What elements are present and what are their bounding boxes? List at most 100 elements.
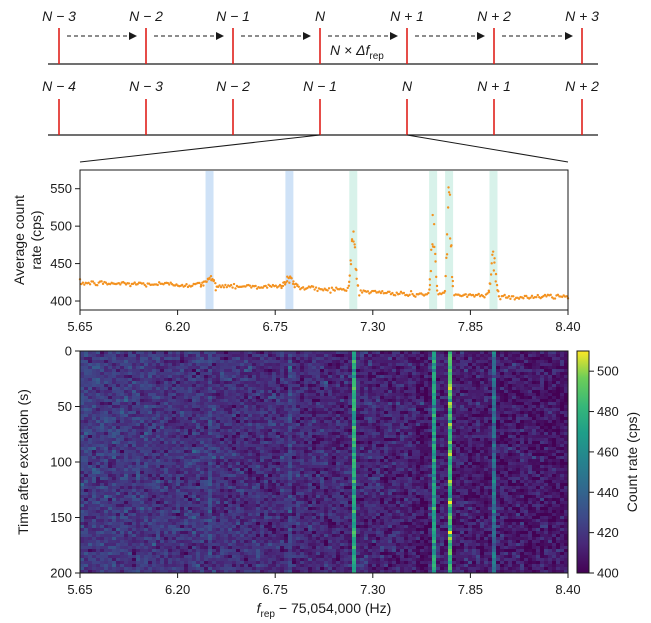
heatmap-cell xyxy=(200,453,205,457)
heatmap-cell xyxy=(196,444,201,448)
heatmap-cell xyxy=(80,420,85,424)
heatmap-cell xyxy=(556,387,561,391)
heatmap-cell xyxy=(196,420,201,424)
heatmap-cell xyxy=(204,399,209,403)
heatmap-cell xyxy=(96,390,101,394)
heatmap-cell xyxy=(404,387,409,391)
heatmap-cell xyxy=(440,417,445,421)
heatmap-cell xyxy=(168,423,173,427)
heatmap-cell xyxy=(404,354,409,358)
heatmap-cell xyxy=(548,426,553,430)
heatmap-cell xyxy=(192,402,197,406)
heatmap-cell xyxy=(384,360,389,364)
heatmap-cell xyxy=(192,366,197,370)
heatmap-cell xyxy=(168,411,173,415)
heatmap-cell xyxy=(560,396,565,400)
heatmap-cell xyxy=(396,456,401,460)
heatmap-cell xyxy=(304,429,309,433)
heatmap-cell xyxy=(396,447,401,451)
heatmap-cell xyxy=(460,381,465,385)
heatmap-cell xyxy=(488,360,493,364)
heatmap-cell xyxy=(356,393,361,397)
heatmap-cell xyxy=(316,402,321,406)
heatmap-cell xyxy=(512,381,517,385)
heatmap-cell xyxy=(496,378,501,382)
heatmap-cell xyxy=(228,447,233,451)
heatmap-cell xyxy=(80,351,85,355)
heatmap-cell xyxy=(212,384,217,388)
heatmap-cell xyxy=(408,456,413,460)
heatmap-cell xyxy=(500,363,505,367)
heatmap-cell xyxy=(168,372,173,376)
heatmap-cell xyxy=(296,393,301,397)
heatmap-cell xyxy=(480,402,485,406)
heatmap-cell xyxy=(304,408,309,412)
heatmap-cell xyxy=(172,420,177,424)
heatmap-cell xyxy=(440,429,445,433)
heatmap-cell xyxy=(316,351,321,355)
heatmap-cell xyxy=(548,459,553,463)
scatter-point xyxy=(428,283,432,287)
heatmap-cell xyxy=(544,393,549,397)
heatmap-cell xyxy=(192,381,197,385)
heatmap-cell xyxy=(212,354,217,358)
heatmap-cell xyxy=(136,441,141,445)
heatmap-cell xyxy=(548,417,553,421)
heatmap-cell xyxy=(356,363,361,367)
heatmap-cell xyxy=(128,453,133,457)
heatmap-cell xyxy=(256,450,261,454)
heatmap-cell xyxy=(88,459,93,463)
heatmap-cell xyxy=(364,438,369,442)
heatmap-cell xyxy=(84,360,89,364)
heatmap-cell xyxy=(280,384,285,388)
heatmap-cell xyxy=(212,351,217,355)
heatmap-cell xyxy=(148,363,153,367)
heatmap-cell xyxy=(372,450,377,454)
comb-shift-label: N × Δfrep xyxy=(330,42,384,62)
heatmap-cell xyxy=(92,354,97,358)
heatmap-cell xyxy=(424,426,429,430)
heatmap-cell xyxy=(208,372,213,376)
heatmap-cell xyxy=(352,396,357,400)
heatmap-cell xyxy=(536,354,541,358)
heatmap-cell xyxy=(540,453,545,457)
heatmap-cell xyxy=(360,432,365,436)
heatmap-cell xyxy=(172,417,177,421)
heatmap-cell xyxy=(180,387,185,391)
heatmap-cell xyxy=(260,444,265,448)
heatmap-cell xyxy=(224,426,229,430)
heatmap-cell xyxy=(420,447,425,451)
heatmap-cell xyxy=(136,447,141,451)
heatmap-cell xyxy=(316,444,321,448)
scatter-point xyxy=(517,297,521,300)
heatmap-cell xyxy=(476,363,481,367)
scatter-point xyxy=(327,287,331,290)
heatmap-cell xyxy=(232,393,237,397)
heatmap-cell xyxy=(112,387,117,391)
heatmap-cell xyxy=(336,429,341,433)
heatmap-cell xyxy=(448,408,453,412)
heatmap-cell xyxy=(444,426,449,430)
heatmap-cell xyxy=(120,417,125,421)
heatmap-cell xyxy=(88,414,93,418)
heatmap-cell xyxy=(104,420,109,424)
heatmap-cell xyxy=(264,369,269,373)
heatmap-cell xyxy=(208,405,213,409)
heatmap-cell xyxy=(300,459,305,463)
heatmap-cell xyxy=(96,378,101,382)
heatmap-cell xyxy=(412,366,417,370)
heatmap-cell xyxy=(184,372,189,376)
heatmap-cell xyxy=(164,351,169,355)
heatmap-cell xyxy=(300,450,305,454)
scatter-point xyxy=(486,292,489,295)
heatmap-cell xyxy=(444,447,449,451)
comb-tooth-label: N + 3 xyxy=(565,8,599,24)
heatmap-cell xyxy=(464,384,469,388)
heatmap-cell xyxy=(556,381,561,385)
heatmap-cell xyxy=(464,432,469,436)
heatmap-cell xyxy=(156,384,161,388)
heatmap-cell xyxy=(472,417,477,421)
heatmap-cell xyxy=(556,399,561,403)
heatmap-image xyxy=(80,351,569,574)
heatmap-cell xyxy=(216,426,221,430)
